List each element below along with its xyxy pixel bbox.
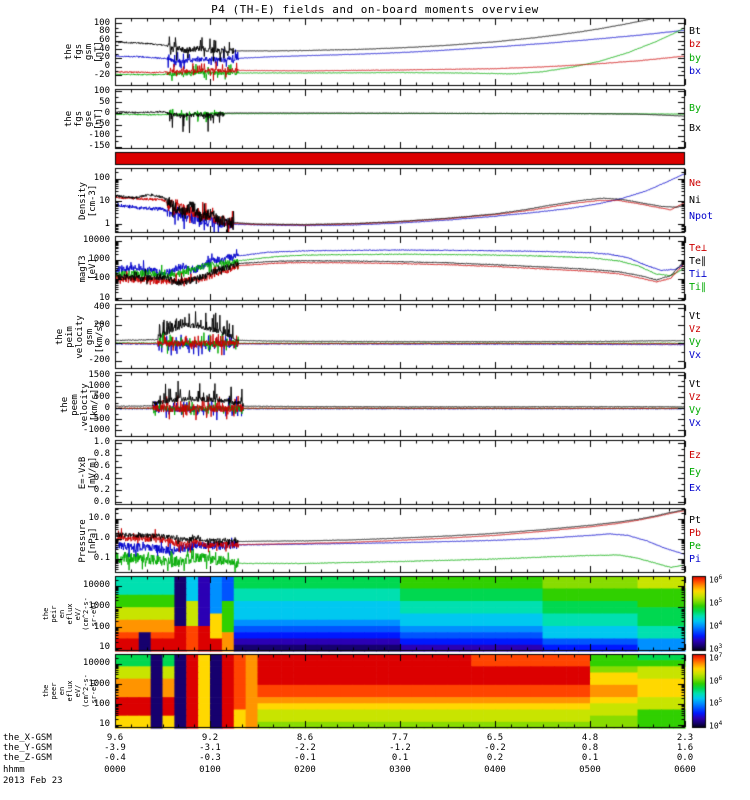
- plot-title: P4 (TH-E) fields and on-board moments ov…: [211, 3, 539, 16]
- date-label: 2013 Feb 23: [3, 776, 63, 786]
